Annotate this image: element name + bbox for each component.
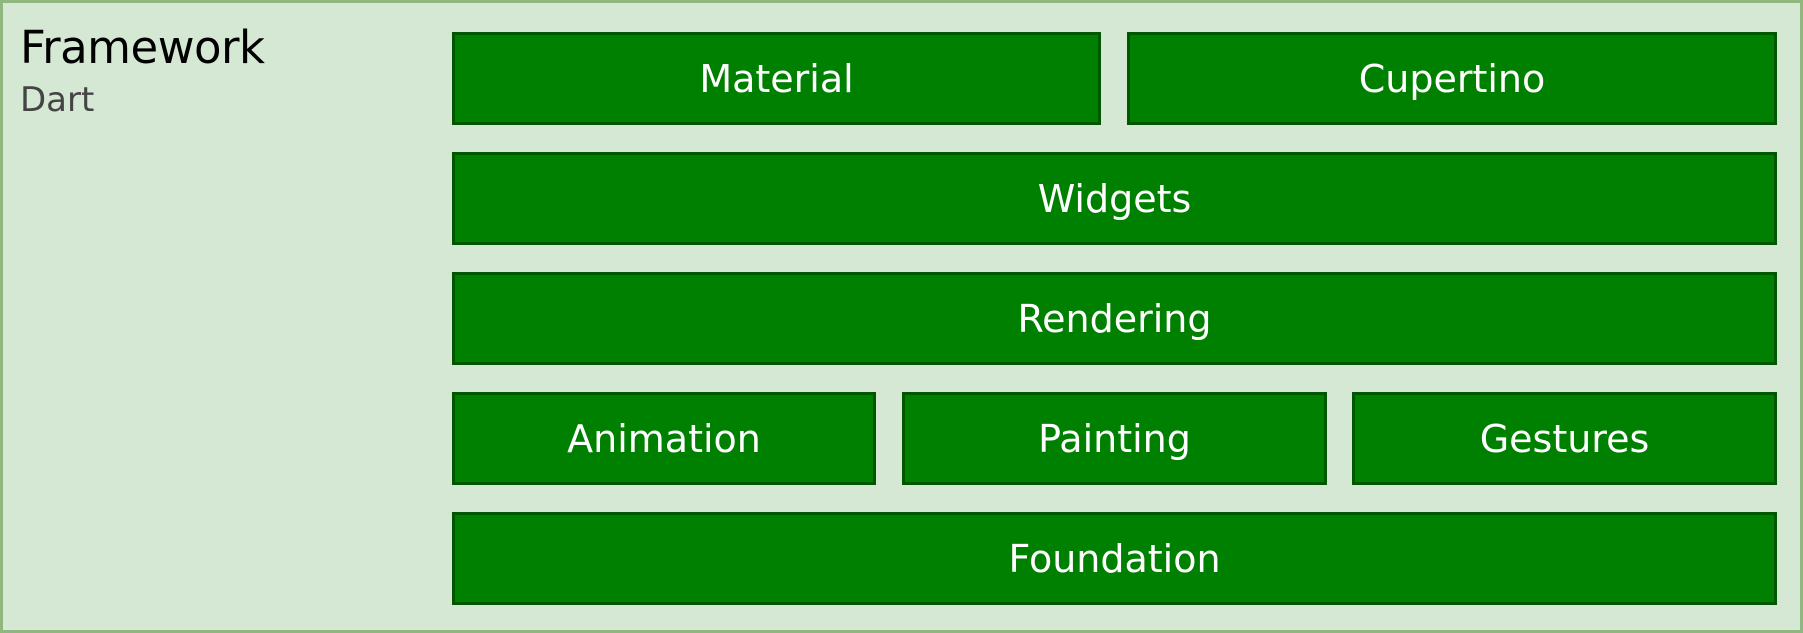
- layer-foundation: Foundation: [452, 512, 1777, 605]
- layer-rendering: Rendering: [452, 272, 1777, 365]
- framework-subtitle: Dart: [20, 80, 95, 120]
- framework-title: Framework: [20, 21, 265, 74]
- layer-animation: Animation: [452, 392, 876, 485]
- layer-material: Material: [452, 32, 1101, 125]
- layer-gestures: Gestures: [1352, 392, 1777, 485]
- layer-painting: Painting: [902, 392, 1327, 485]
- layer-widgets: Widgets: [452, 152, 1777, 245]
- layer-cupertino: Cupertino: [1127, 32, 1777, 125]
